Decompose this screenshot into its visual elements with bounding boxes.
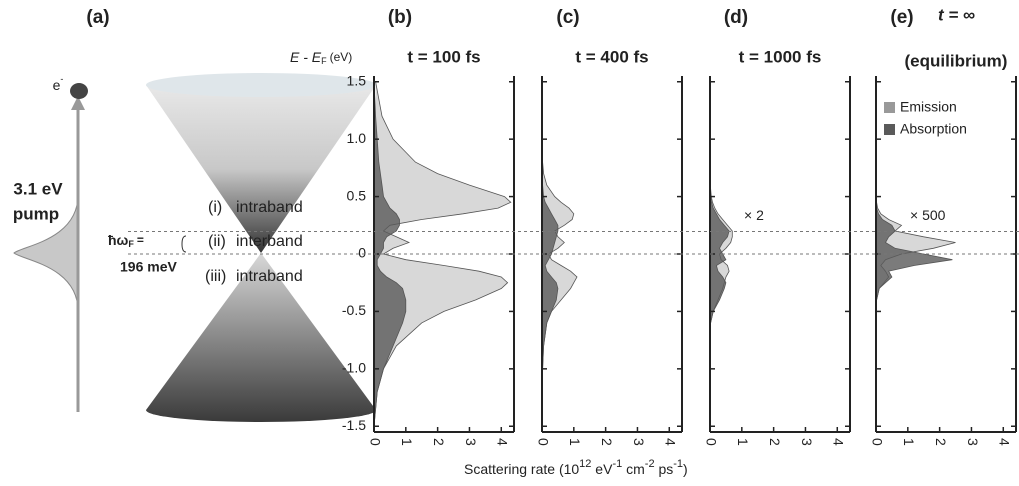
band-index: (iii) xyxy=(205,268,226,285)
legend-label: Absorption xyxy=(900,121,967,137)
legend-swatch xyxy=(884,102,895,113)
x-tick-label: 3 xyxy=(463,438,479,446)
x-axis-label: Scattering rate (1012 eV-1 cm-2 ps-1) xyxy=(464,458,688,477)
x-tick-label: 0 xyxy=(703,438,719,446)
xlabel-part: Scattering rate (10 xyxy=(464,461,579,477)
y-tick-label: 1.0 xyxy=(347,130,367,146)
annotation: × 2 xyxy=(744,207,764,223)
area xyxy=(373,81,512,427)
y-tick-label: 0 xyxy=(358,245,366,261)
x-tick-label: 4 xyxy=(495,438,511,446)
band-name: interband xyxy=(236,233,303,250)
x-tick-label: 1 xyxy=(567,438,583,446)
panel-label: (e) xyxy=(890,7,913,28)
x-tick-label: 3 xyxy=(965,438,981,446)
ylabel-sub: F xyxy=(321,56,327,66)
xlabel-sup: 12 xyxy=(579,458,591,470)
area xyxy=(373,81,407,427)
band-name: intraband xyxy=(236,268,303,285)
xlabel-part: ps xyxy=(655,461,674,477)
band-name: intraband xyxy=(236,199,303,216)
xlabel-part: cm xyxy=(622,461,645,477)
hbar-eq: = xyxy=(137,233,144,247)
x-tick-label: 3 xyxy=(799,438,815,446)
x-tick-label: 4 xyxy=(831,438,847,446)
y-tick-label: 1.5 xyxy=(347,72,367,88)
chart-subtitle: (equilibrium) xyxy=(905,51,1008,70)
cone-diagram xyxy=(13,73,376,422)
x-tick-label: 0 xyxy=(535,438,551,446)
chart-title: t = 100 fs xyxy=(407,47,480,66)
x-tick-label: 3 xyxy=(631,438,647,446)
legend-label: Emission xyxy=(900,99,957,115)
pump-text: pump xyxy=(13,204,59,223)
y-tick-label: -1.0 xyxy=(342,360,366,376)
electron-sup: - xyxy=(60,74,63,84)
electron-label: e- xyxy=(53,74,64,92)
x-tick-label: 2 xyxy=(767,438,783,446)
band-index: (i) xyxy=(208,199,222,216)
pump-pulse xyxy=(13,194,79,312)
electron xyxy=(70,83,88,99)
hbar-text: ħω xyxy=(108,232,129,248)
pump-energy: 3.1 eV xyxy=(13,179,63,198)
y-tick-label: -0.5 xyxy=(342,302,366,318)
hbar-label: ħωF = xyxy=(108,232,144,250)
annotation: × 500 xyxy=(910,207,946,223)
xlabel-part: eV xyxy=(591,461,613,477)
legend-swatch xyxy=(884,124,895,135)
xlabel-sup: -1 xyxy=(612,458,622,470)
x-tick-label: 1 xyxy=(901,438,917,446)
bracket xyxy=(181,235,187,253)
x-tick-label: 4 xyxy=(997,438,1013,446)
chart-title: t = 1000 fs xyxy=(739,47,822,66)
upper-cone xyxy=(146,85,376,253)
x-tick-label: 1 xyxy=(399,438,415,446)
x-tick-label: 0 xyxy=(869,438,885,446)
ylabel-text: E - E xyxy=(290,49,322,65)
x-tick-label: 2 xyxy=(933,438,949,446)
x-tick-label: 0 xyxy=(367,438,383,446)
chart-title: t = ∞ xyxy=(938,5,975,24)
y-tick-label: 0.5 xyxy=(347,187,367,203)
band-index: (ii) xyxy=(208,233,226,250)
xlabel-sup: -2 xyxy=(645,458,655,470)
panel-label: (d) xyxy=(724,7,748,28)
hbar-sub: F xyxy=(128,239,134,249)
x-tick-label: 2 xyxy=(431,438,447,446)
panel-label: (b) xyxy=(388,7,412,28)
y-tick-label: -1.5 xyxy=(342,417,366,433)
x-tick-label: 2 xyxy=(599,438,615,446)
y-axis-label: E - EF (eV) xyxy=(290,49,352,67)
ylabel-unit: (eV) xyxy=(330,50,353,64)
lower-cone xyxy=(146,253,376,422)
chart-title: t = 400 fs xyxy=(575,47,648,66)
cone-top xyxy=(146,73,376,97)
x-tick-label: 1 xyxy=(735,438,751,446)
xlabel-part: ) xyxy=(683,461,688,477)
arrow-head xyxy=(71,96,85,110)
panel-label: (a) xyxy=(86,7,109,28)
gap-label: 196 meV xyxy=(120,259,177,275)
panel-label: (c) xyxy=(556,7,579,28)
x-tick-label: 4 xyxy=(663,438,679,446)
xlabel-sup: -1 xyxy=(673,458,683,470)
electron-text: e xyxy=(53,77,61,93)
